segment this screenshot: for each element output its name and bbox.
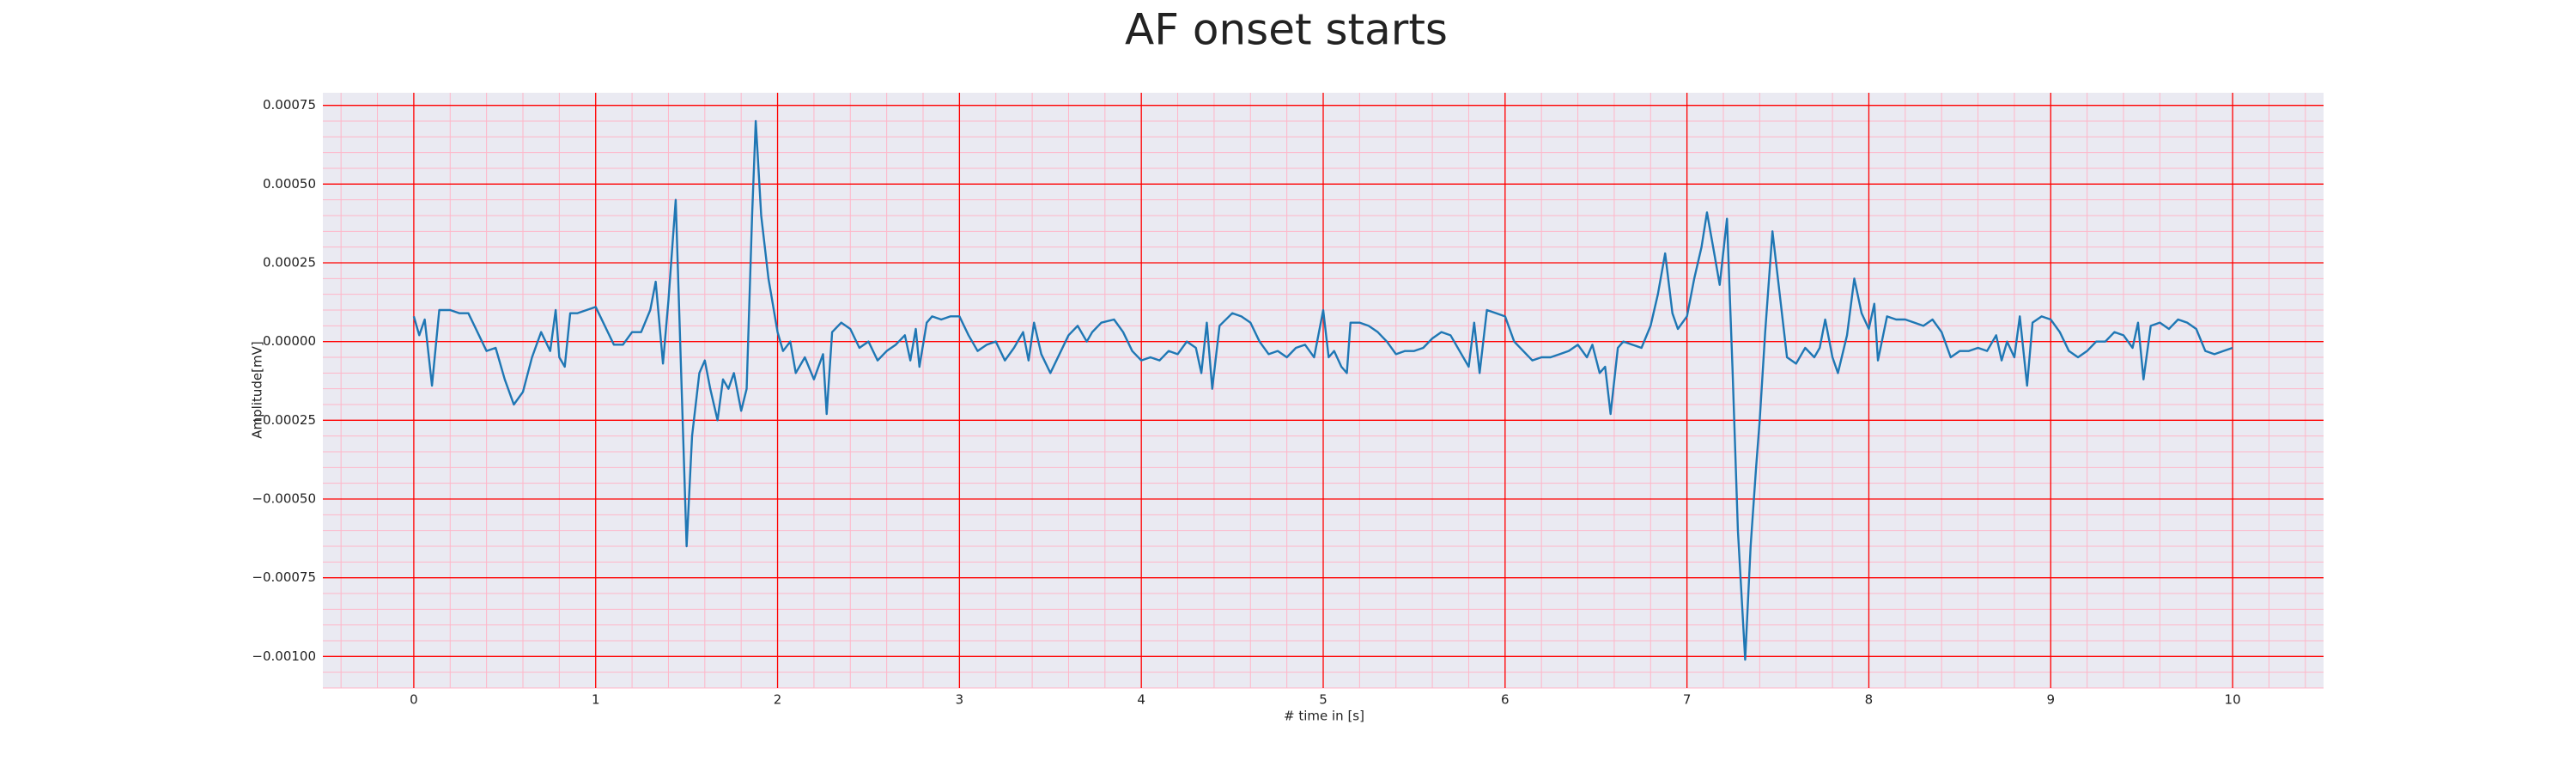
y-tick-label: −0.00075 — [252, 569, 316, 585]
y-tick-label: −0.00025 — [252, 412, 316, 428]
x-tick-label: 0 — [410, 692, 418, 708]
chart-title: AF onset starts — [1125, 5, 1448, 55]
y-tick-label: −0.00100 — [252, 648, 316, 664]
x-tick-label: 10 — [2225, 692, 2241, 708]
x-tick-label: 8 — [1865, 692, 1874, 708]
x-tick-label: 9 — [2046, 692, 2055, 708]
x-tick-label: 7 — [1683, 692, 1692, 708]
signal-line — [412, 119, 2233, 661]
x-tick-label: 4 — [1137, 692, 1145, 708]
x-axis-label: # time in [s] — [1284, 709, 1364, 724]
y-tick-label: −0.00050 — [252, 491, 316, 507]
y-tick-label: 0.00000 — [263, 333, 316, 349]
x-tick-label: 2 — [774, 692, 782, 708]
x-tick-label: 3 — [956, 692, 964, 708]
x-tick-label: 1 — [592, 692, 600, 708]
y-axis-label: Amplitude[mV] — [250, 341, 265, 438]
y-tick-label: 0.00050 — [263, 176, 316, 192]
y-tick-label: 0.00025 — [263, 255, 316, 271]
y-tick-label: 0.00075 — [263, 97, 316, 113]
x-tick-label: 5 — [1319, 692, 1327, 708]
x-tick-label: 6 — [1501, 692, 1510, 708]
